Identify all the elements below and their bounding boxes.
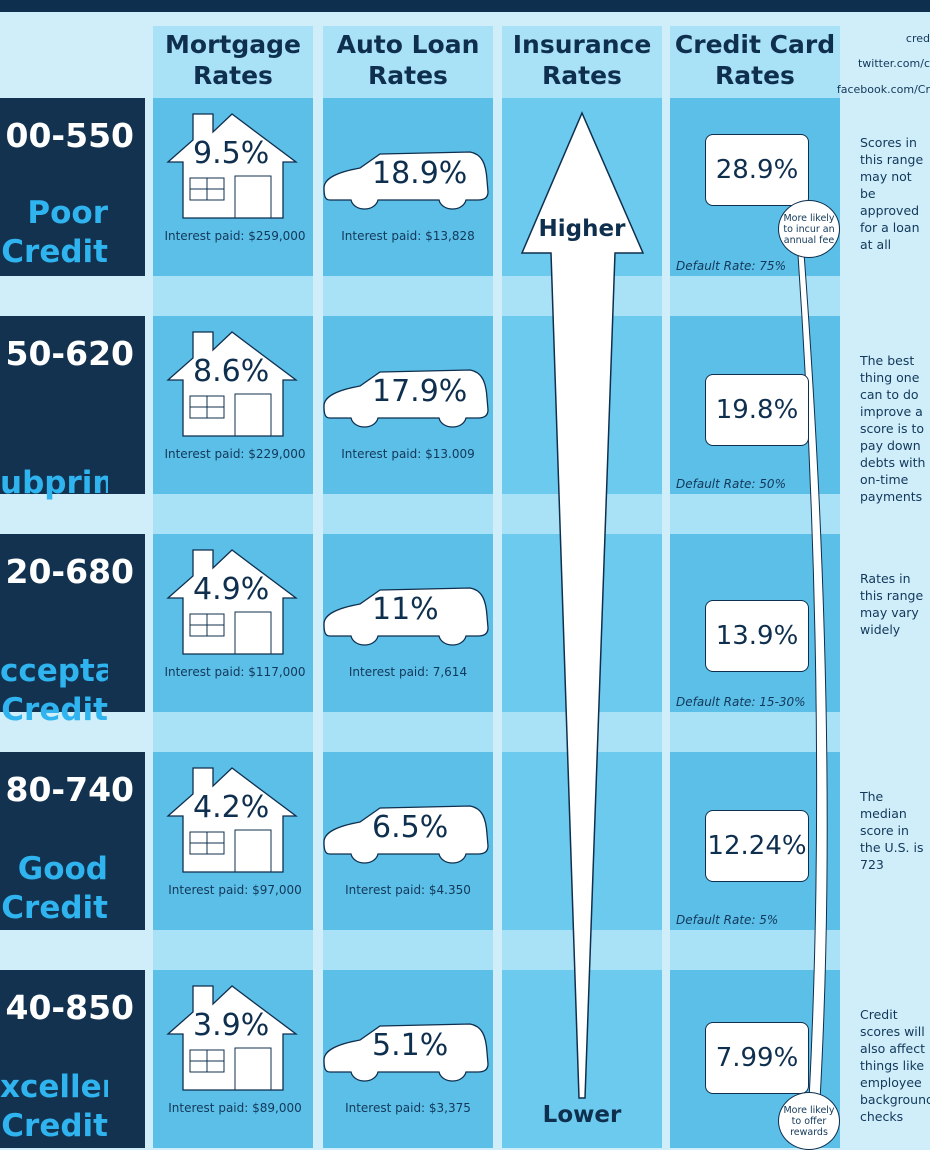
score-box [0,98,145,276]
credit-card-rate-card: 12.24% [705,810,809,882]
mortgage-rate: 4.2% [193,790,270,825]
score-range: 40-850 [5,988,134,1027]
credit-card-rate-card: 13.9% [705,600,809,672]
auto-rate: 5.1% [372,1028,449,1063]
credit-card-rate-card: 7.99% [705,1022,809,1094]
insurance-higher-label: Higher [538,216,626,242]
auto-interest-paid: Interest paid: $13.009 [341,447,475,461]
credit-card-column-header: Credit Card Rates [670,26,840,101]
score-range: 50-620 [5,334,134,373]
row-note: The median score in the U.S. is 723 [860,789,924,872]
auto-rate: 11% [372,592,439,627]
mortgage-rate: 4.9% [193,572,270,607]
social-line-3: facebook.com/Cr [836,83,930,96]
house-icon [165,540,299,658]
car-icon [320,368,490,430]
mortgage-column-header: Mortgage Rates [153,26,313,101]
row-note: The best thing one can to do improve a s… [860,353,926,504]
score-box [0,534,145,712]
default-rate: Default Rate: 75% [676,259,786,273]
row-note: Scores in this range may not be approved… [860,135,924,252]
score-range: 00-550 [5,116,134,155]
row-note: Rates in this range may vary widely [860,571,924,637]
mortgage-rate: 3.9% [193,1008,270,1043]
auto-interest-paid: Interest paid: 7,614 [348,665,468,679]
auto-interest-paid: Interest paid: $13,828 [341,229,475,243]
mortgage-rate: 9.5% [193,136,270,171]
mortgage-rate: 8.6% [193,354,270,389]
mortgage-interest-paid: Interest paid: $117,000 [164,665,306,679]
social-line-1: cred [905,32,930,45]
mortgage-interest-paid: Interest paid: $229,000 [164,447,306,461]
score-range: 80-740 [5,770,134,809]
credit-card-rate-card: 28.9% [705,134,809,206]
mortgage-interest-paid: Interest paid: $259,000 [164,229,306,243]
score-label: Good Credit [1,851,108,926]
auto-interest-paid: Interest paid: $3,375 [345,1101,471,1115]
auto-rate: 17.9% [372,374,468,409]
credit-card-rate-card: 19.8% [705,374,809,446]
insurance-column-header: Insurance Rates [502,26,662,101]
house-icon [165,104,299,222]
auto-rate: 18.9% [372,156,468,191]
default-rate: Default Rate: 15-30% [676,695,806,709]
row-note: Credit scores will also affect things li… [860,1007,930,1124]
rewards-bubble: More likely to offer rewards [778,1092,840,1150]
car-icon [320,150,490,212]
mortgage-interest-paid: Interest paid: $97,000 [168,883,302,897]
top-bar [0,0,930,12]
auto-interest-paid: Interest paid: $4.350 [345,883,471,897]
auto-rate: 6.5% [372,810,449,845]
default-rate: Default Rate: 50% [676,477,786,491]
score-label: ubprime [0,465,108,501]
house-icon [165,758,299,876]
score-label: Poor Credit [1,195,108,270]
score-box [0,970,145,1148]
insurance-arrow-icon [520,111,645,1099]
score-label: xcellent Credit [0,1069,108,1144]
car-icon [320,1022,490,1084]
car-icon [320,586,490,648]
score-range: 20-680 [5,552,134,591]
score-box [0,316,145,494]
insurance-lower-label: Lower [542,1102,622,1128]
score-label: cceptable Credit [0,653,108,728]
auto-column-header: Auto Loan Rates [323,26,493,101]
social-line-2: twitter.com/c [857,57,930,70]
default-rate: Default Rate: 5% [676,913,779,927]
house-icon [165,322,299,440]
house-icon [165,976,299,1094]
annual-fee-bubble: More likely to incur an annual fee [778,200,840,258]
score-box [0,752,145,930]
mortgage-interest-paid: Interest paid: $89,000 [168,1101,302,1115]
car-icon [320,804,490,866]
